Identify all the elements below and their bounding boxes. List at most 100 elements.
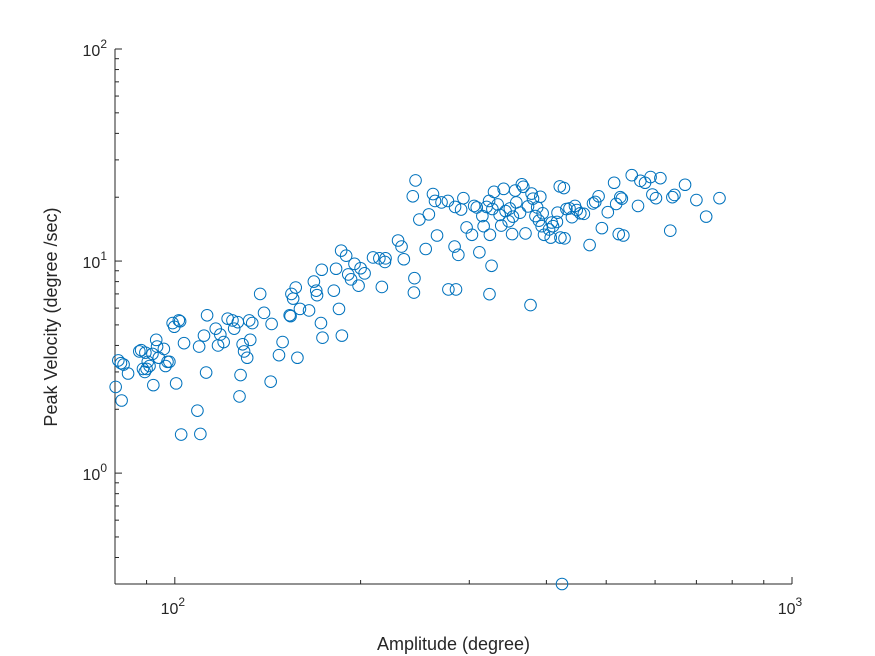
data-point [264, 375, 277, 388]
data-point [169, 377, 183, 390]
data-point [595, 221, 609, 235]
data-point [649, 191, 663, 205]
y-tick-label: 100 [83, 461, 108, 484]
data-point [529, 209, 542, 223]
data-point [226, 314, 239, 327]
data-point [550, 215, 564, 229]
data-point [194, 427, 207, 441]
data-point [163, 355, 176, 369]
data-point [233, 390, 246, 403]
x-tick-label: 103 [778, 595, 803, 618]
data-point [505, 227, 519, 241]
data-point [243, 333, 257, 347]
data-point [583, 238, 596, 252]
data-point [109, 380, 122, 394]
data-point [666, 190, 679, 204]
data-point [315, 263, 329, 277]
data-point [477, 219, 490, 233]
data-point [352, 279, 365, 293]
data-point [574, 206, 587, 220]
data-point [557, 181, 571, 195]
data-point [327, 284, 341, 297]
data-point [146, 347, 159, 361]
data-point [442, 283, 455, 296]
data-point [329, 262, 343, 276]
data-point [542, 223, 556, 236]
data-point [302, 304, 316, 317]
data-point [236, 338, 249, 351]
axes: 102 103 100 101 102 [83, 37, 803, 618]
data-point [631, 199, 645, 213]
x-axis-label: Amplitude (degree) [377, 634, 530, 654]
data-point [366, 251, 380, 264]
data-point [289, 281, 303, 294]
data-point [272, 348, 286, 362]
data-point [473, 245, 486, 259]
data-point [121, 367, 135, 380]
data-point [245, 316, 259, 330]
data-point [502, 214, 515, 228]
data-point [174, 428, 188, 441]
data-point [335, 329, 349, 342]
data-point [678, 178, 692, 192]
data-point [217, 335, 230, 349]
data-series [109, 168, 726, 591]
y-tick-label: 102 [83, 37, 108, 60]
data-point [344, 273, 358, 286]
data-point [452, 248, 465, 262]
data-point [309, 284, 323, 297]
data-point [422, 208, 436, 221]
data-point [240, 351, 254, 365]
data-point [690, 193, 703, 207]
data-point [237, 345, 251, 358]
data-point [339, 249, 353, 262]
data-point [546, 219, 560, 233]
data-point [253, 287, 267, 301]
data-point [607, 176, 621, 190]
data-point [519, 227, 532, 240]
data-point [570, 203, 584, 217]
data-point [654, 171, 667, 185]
data-point [483, 228, 497, 242]
data-point [375, 280, 389, 294]
data-point [332, 302, 346, 316]
data-point [525, 187, 538, 200]
data-point [310, 288, 324, 302]
data-point [517, 180, 530, 194]
data-point [494, 219, 508, 232]
data-point [283, 308, 296, 322]
data-point [307, 275, 321, 288]
data-point [408, 271, 421, 285]
data-point [426, 187, 440, 201]
data-point [430, 229, 444, 242]
data-point [358, 267, 371, 280]
data-point [214, 328, 227, 341]
data-point [467, 199, 481, 213]
data-point [265, 317, 278, 331]
data-point [234, 368, 247, 382]
data-point [227, 322, 241, 335]
data-point [524, 298, 537, 312]
data-point [391, 234, 405, 247]
data-point [534, 190, 547, 204]
data-point [199, 366, 213, 379]
data-point [177, 336, 191, 350]
data-point [577, 207, 591, 221]
data-point [157, 342, 171, 356]
data-point [334, 244, 348, 257]
data-point [314, 316, 328, 330]
data-point [435, 196, 448, 209]
data-point [448, 200, 462, 214]
data-point [395, 240, 408, 253]
y-tick-label: 101 [83, 249, 108, 272]
data-point [526, 192, 540, 205]
data-point [409, 174, 422, 187]
data-point [515, 178, 529, 191]
data-point [293, 302, 307, 316]
data-point [379, 252, 392, 265]
data-point [114, 356, 128, 370]
data-point [147, 378, 160, 392]
data-point [378, 255, 392, 269]
